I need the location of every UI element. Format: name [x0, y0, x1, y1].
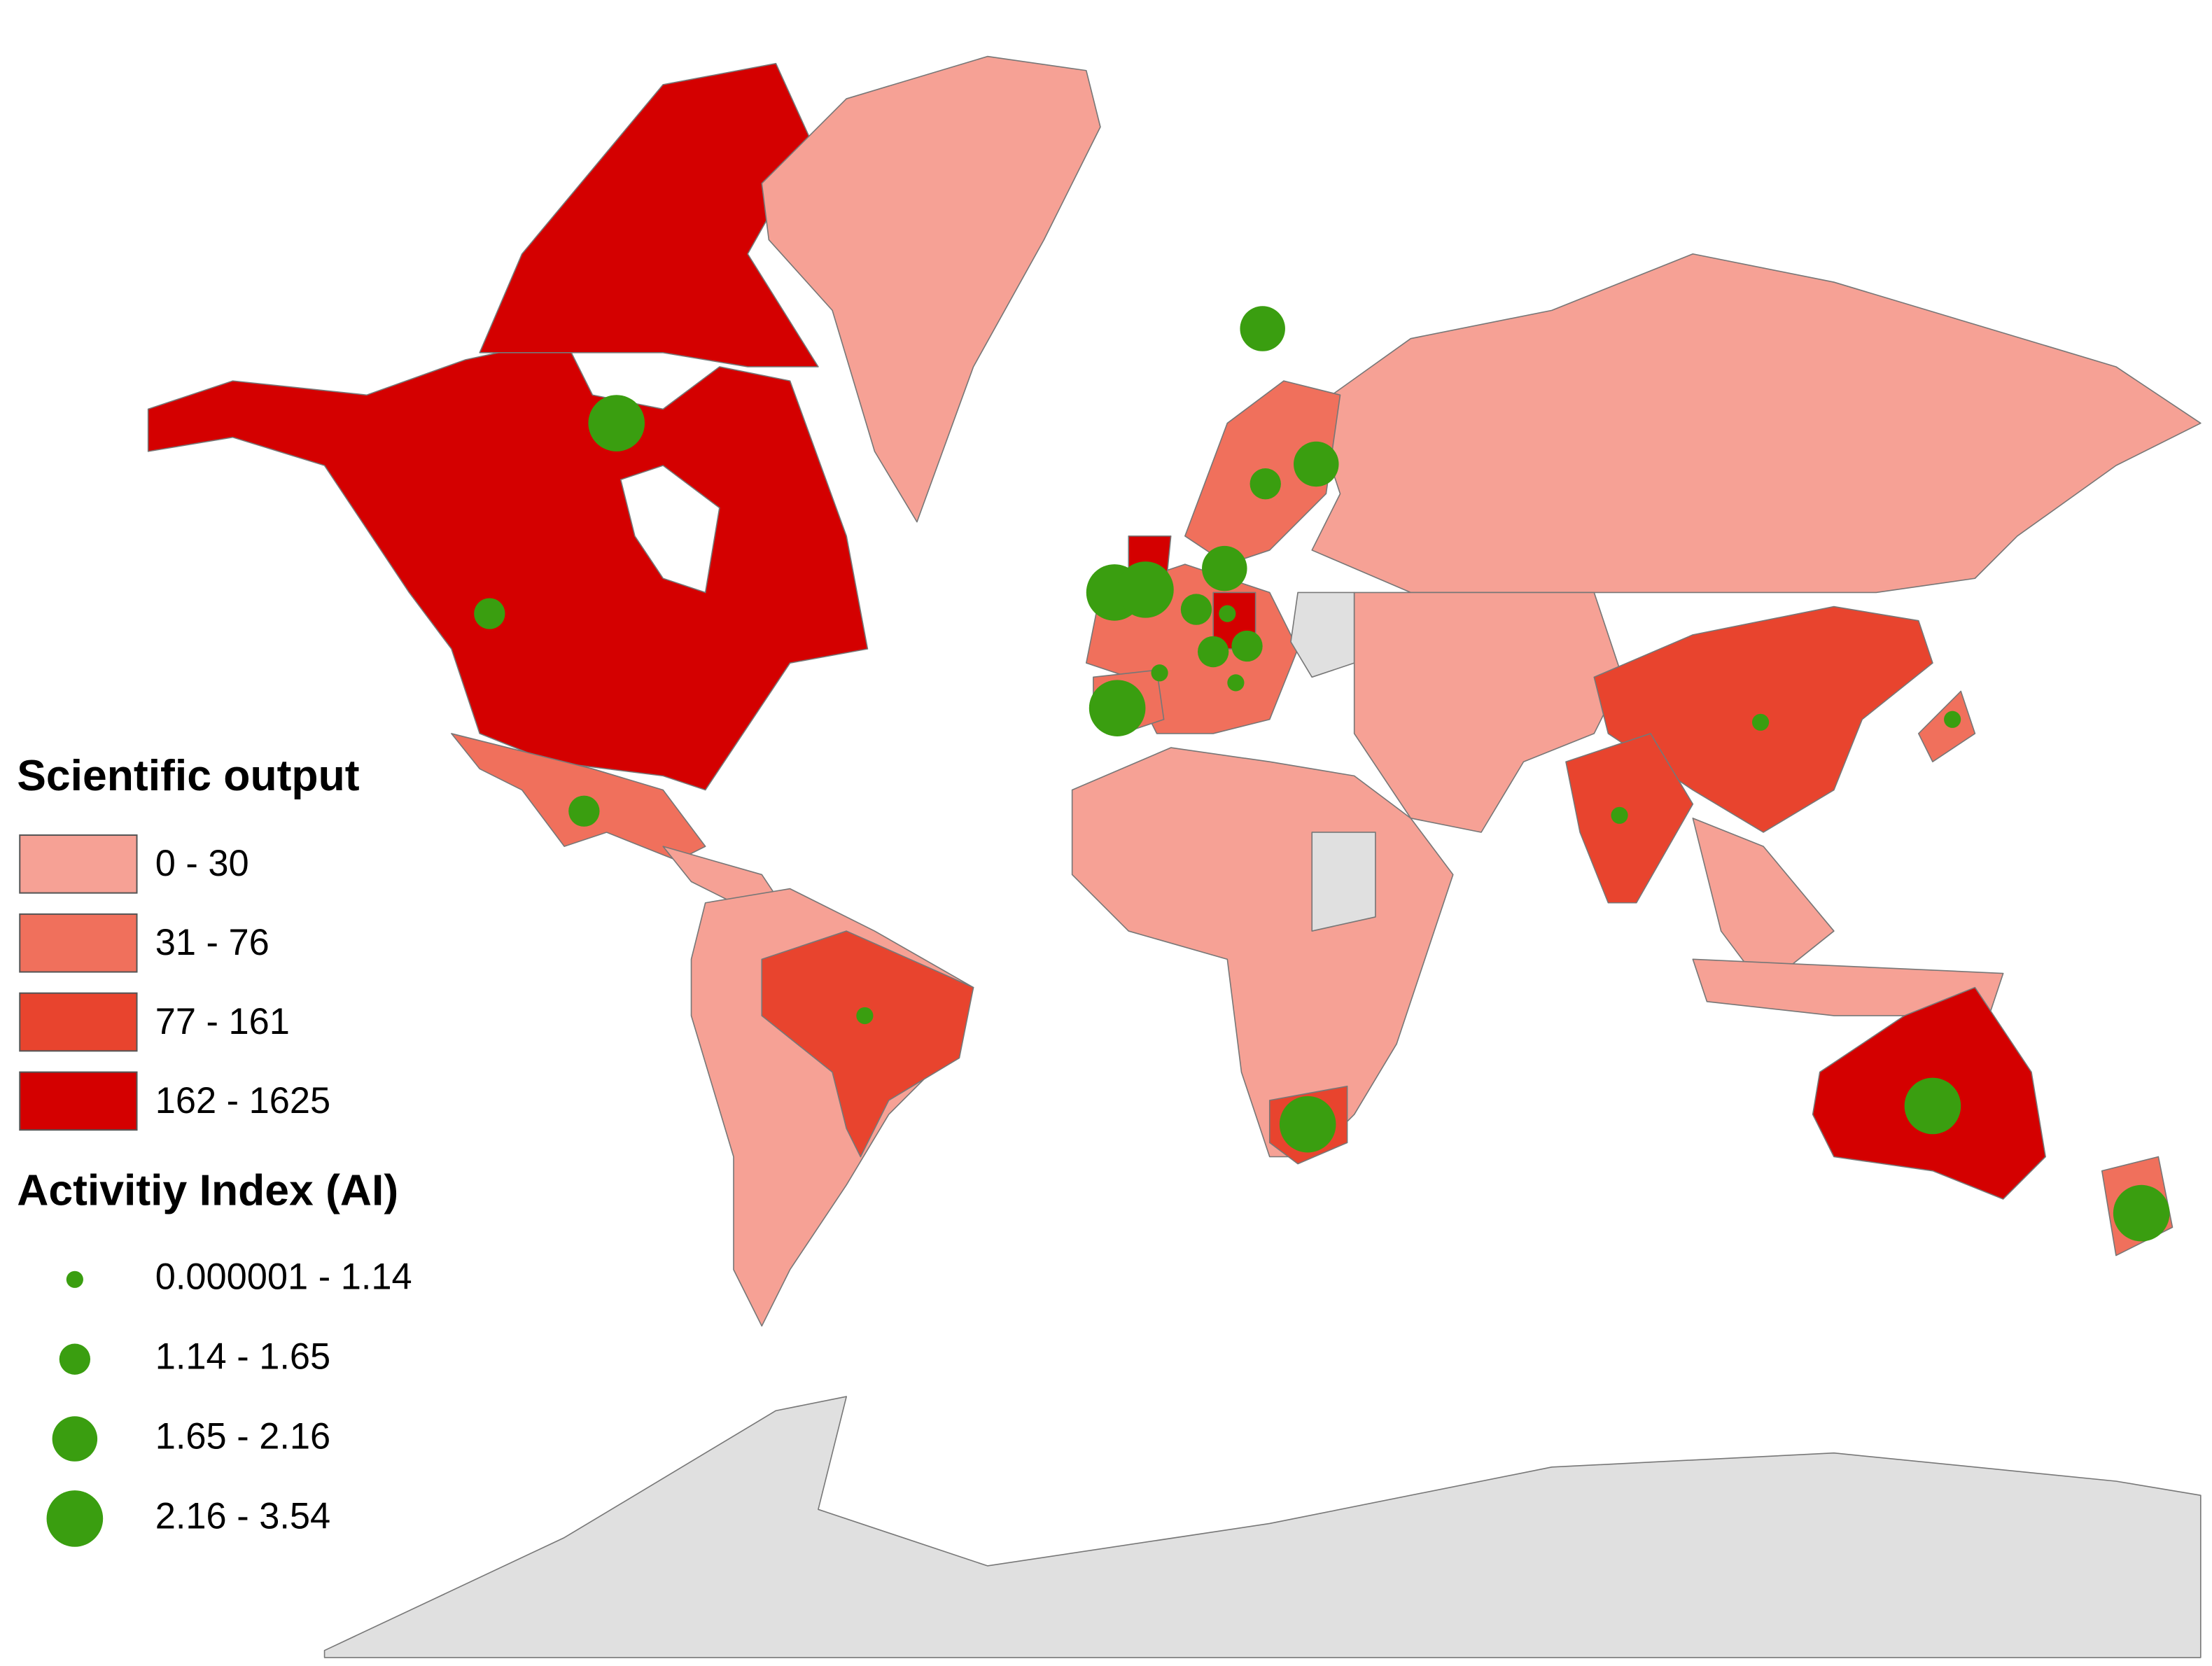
activity-marker	[1904, 1077, 1961, 1135]
legend-title: Scientific output	[17, 751, 360, 800]
activity-marker	[1180, 594, 1212, 625]
antarctica	[323, 1396, 2202, 1658]
legend-label: 2.16 - 3.54	[155, 1496, 330, 1536]
legend-swatch	[19, 834, 138, 894]
activity-marker	[1202, 545, 1247, 592]
activity-marker	[1117, 561, 1174, 618]
legend-label: 77 - 161	[155, 1002, 290, 1042]
activity-marker	[2113, 1184, 2170, 1242]
legend-label: 162 - 1625	[155, 1081, 330, 1121]
legend-marker	[46, 1490, 104, 1547]
legend-label: 0.000001 - 1.14	[155, 1257, 412, 1298]
activity-marker	[1088, 680, 1146, 736]
legend-label: 0 - 30	[155, 844, 249, 884]
countries	[147, 55, 2202, 1658]
legend-swatch	[19, 992, 138, 1052]
activity-marker	[856, 1007, 874, 1025]
africa	[1071, 747, 1454, 1158]
legend-swatch	[19, 1071, 138, 1131]
activity-marker	[1219, 605, 1236, 622]
activity-marker	[1151, 664, 1168, 682]
india	[1565, 733, 1694, 904]
greenland	[761, 55, 1101, 523]
activity-marker	[1231, 630, 1263, 662]
activity-marker	[568, 795, 600, 827]
brazil	[761, 930, 974, 1158]
eastern-europe	[1290, 592, 1355, 678]
legend-marker	[59, 1343, 91, 1375]
activity-marker	[474, 598, 505, 629]
activity-markers	[474, 306, 2170, 1242]
legend-label: 1.14 - 1.65	[155, 1337, 330, 1378]
activity-marker	[1227, 674, 1245, 692]
activity-marker	[1250, 468, 1281, 500]
legend-title: Activitiy Index (AI)	[17, 1166, 398, 1214]
activity-marker	[1611, 806, 1628, 824]
activity-marker	[1197, 636, 1229, 668]
activity-marker	[1279, 1096, 1336, 1153]
activity-marker	[1751, 713, 1770, 731]
legend-marker	[66, 1270, 83, 1288]
japan	[1917, 690, 1976, 763]
legend-label: 31 - 76	[155, 923, 270, 963]
activity-marker	[1944, 710, 1961, 728]
legend: Scientific output Activitiy Index (AI) 0…	[17, 751, 412, 1547]
activity-marker	[1294, 441, 1339, 487]
legend-swatch	[19, 913, 138, 973]
north-america	[147, 337, 869, 791]
legend-marker	[52, 1416, 98, 1462]
activity-marker	[1240, 306, 1285, 351]
russia	[1311, 253, 2202, 594]
southeast-asia	[1692, 818, 1835, 988]
activity-marker	[588, 395, 645, 451]
legend-label: 1.65 - 2.16	[155, 1416, 330, 1457]
hudson-bay	[620, 465, 720, 594]
middle-east-asia	[1353, 592, 1623, 833]
africa-no-data	[1311, 832, 1376, 932]
